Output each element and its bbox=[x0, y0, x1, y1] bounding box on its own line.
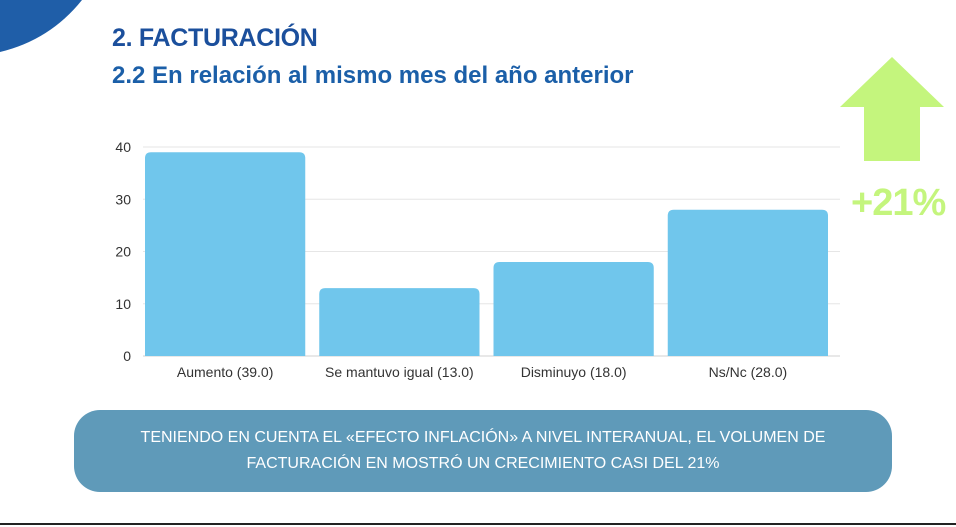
bar-0 bbox=[145, 152, 306, 356]
y-tick-label: 30 bbox=[115, 191, 131, 207]
summary-note: TENIENDO EN CUENTA EL «EFECTO INFLACIÓN»… bbox=[74, 410, 892, 492]
up-arrow-icon bbox=[840, 57, 944, 161]
bar-chart: 0 10 20 30 40 Aumento (39.0) Se mantuvo igual … bbox=[115, 139, 840, 380]
corner-decoration bbox=[0, 0, 82, 52]
growth-percentage: +21% bbox=[851, 182, 946, 224]
y-tick-label: 20 bbox=[115, 244, 131, 260]
y-tick-label: 40 bbox=[115, 139, 131, 155]
page-title: 2. FACTURACIÓN bbox=[112, 24, 318, 52]
x-category-label: Aumento (39.0) bbox=[177, 364, 274, 380]
x-category-label: Disminuyo (18.0) bbox=[521, 364, 627, 380]
bar-1 bbox=[319, 288, 480, 356]
bar-3 bbox=[667, 209, 828, 356]
bottom-divider bbox=[0, 523, 956, 525]
x-category-label: Ns/Nc (28.0) bbox=[709, 364, 788, 380]
x-category-label: Se mantuvo igual (13.0) bbox=[325, 364, 474, 380]
page-subtitle: 2.2 En relación al mismo mes del año ant… bbox=[112, 62, 634, 89]
y-tick-label: 10 bbox=[115, 296, 131, 312]
bar-2 bbox=[493, 261, 654, 356]
y-tick-label: 0 bbox=[123, 348, 131, 364]
